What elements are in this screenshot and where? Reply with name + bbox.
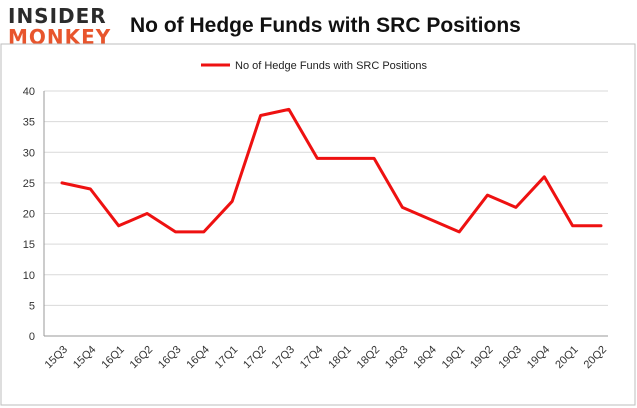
chart-title: No of Hedge Funds with SRC Positions [130,14,521,37]
y-tick-label: 5 [29,300,35,312]
series-line [60,107,603,234]
x-tick-label: 18Q4 [411,344,439,372]
y-axis: 0 5 10 15 20 25 30 35 40 [23,86,35,343]
x-tick-label: 20Q2 [582,344,610,372]
x-tick-label: 15Q3 [43,344,71,372]
x-tick-label: 16Q1 [99,344,127,372]
x-tick-label: 18Q1 [326,344,354,372]
x-tick-label: 15Q4 [71,344,99,372]
x-tick-label: 18Q3 [383,344,411,372]
x-tick-label: 19Q4 [525,344,553,372]
y-tick-label: 25 [23,178,35,190]
x-tick-label: 16Q4 [184,344,212,372]
grid-lines [43,90,608,337]
chart-frame [0,43,636,406]
x-tick-label: 17Q3 [270,344,298,372]
x-tick-label: 18Q2 [355,344,383,372]
x-tick-label: 17Q4 [298,344,326,372]
insider-monkey-logo: INSIDER MONKEY [8,6,120,47]
x-tick-label: 20Q1 [553,344,581,372]
y-tick-label: 10 [23,270,35,282]
x-tick-label: 16Q3 [156,344,184,372]
x-tick-label: 19Q1 [440,344,468,372]
y-tick-label: 15 [23,239,35,251]
y-tick-label: 20 [23,209,35,221]
logo-line-1: INSIDER [8,4,107,28]
x-axis: 15Q3 15Q4 16Q1 16Q2 16Q3 16Q4 17Q1 17Q2 17Q3 17Q4… [43,344,610,372]
y-tick-label: 30 [23,147,35,159]
y-tick-label: 0 [29,331,35,343]
logo-line-2: MONKEY [8,25,112,49]
x-tick-label: 16Q2 [128,344,156,372]
x-tick-label: 17Q1 [213,344,241,372]
y-tick-label: 35 [23,117,35,129]
x-tick-label: 19Q2 [468,344,496,372]
x-tick-label: 17Q2 [241,344,269,372]
y-tick-label: 40 [23,86,35,98]
x-tick-label: 19Q3 [496,344,524,372]
series-layer [60,107,603,234]
legend-label: No of Hedge Funds with SRC Positions [235,60,427,72]
legend: No of Hedge Funds with SRC Positions [201,60,427,72]
